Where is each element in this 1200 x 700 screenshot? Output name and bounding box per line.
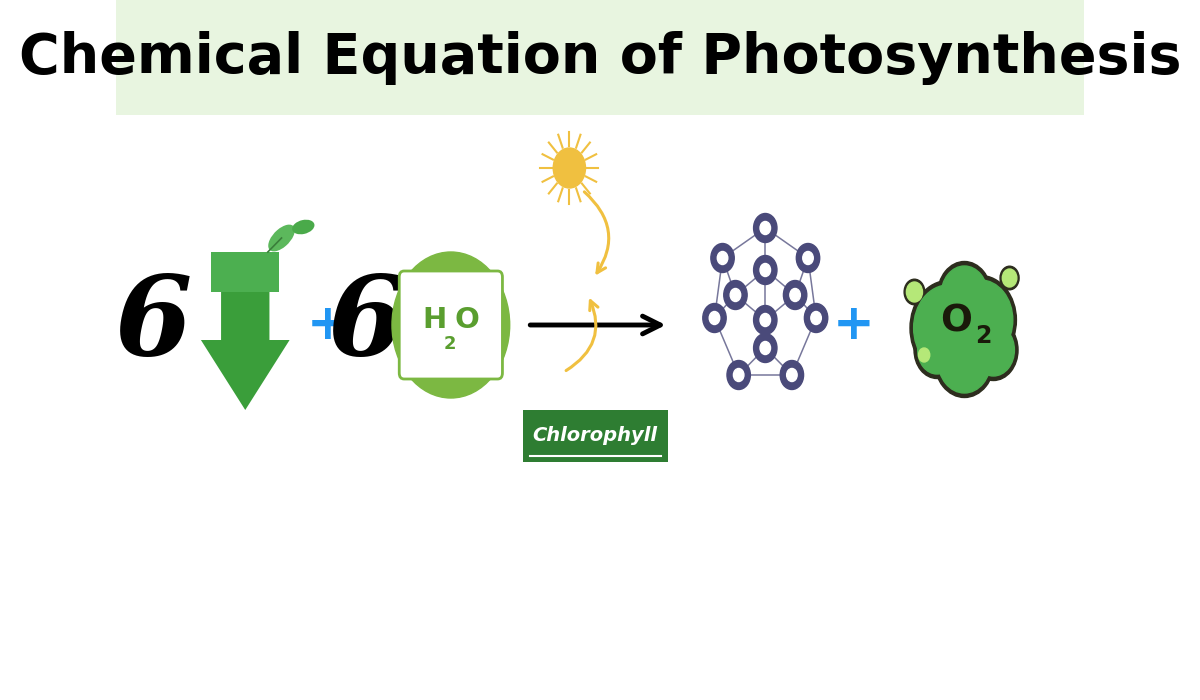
Circle shape: [784, 281, 806, 309]
Text: 2: 2: [254, 318, 265, 332]
Text: 2: 2: [444, 335, 456, 353]
Circle shape: [934, 323, 995, 398]
Text: Chlorophyll: Chlorophyll: [533, 426, 658, 445]
Circle shape: [780, 360, 804, 389]
Text: H: H: [422, 306, 446, 334]
Circle shape: [730, 288, 740, 302]
Circle shape: [553, 148, 586, 188]
Ellipse shape: [269, 225, 295, 251]
Circle shape: [972, 324, 1014, 376]
Circle shape: [948, 280, 1013, 360]
Circle shape: [760, 221, 770, 234]
Circle shape: [787, 368, 797, 382]
Text: +: +: [307, 301, 348, 349]
Circle shape: [392, 252, 510, 398]
Circle shape: [754, 256, 776, 284]
Circle shape: [727, 360, 750, 389]
Circle shape: [754, 214, 776, 242]
FancyBboxPatch shape: [116, 0, 1084, 115]
Circle shape: [703, 304, 726, 332]
Text: 6: 6: [114, 271, 191, 379]
Circle shape: [760, 342, 770, 354]
Circle shape: [811, 312, 821, 325]
Circle shape: [754, 305, 776, 335]
Circle shape: [938, 327, 991, 393]
Circle shape: [754, 333, 776, 363]
Circle shape: [803, 251, 814, 265]
Text: Chemical Equation of Photosynthesis: Chemical Equation of Photosynthesis: [19, 31, 1181, 85]
Circle shape: [918, 326, 956, 374]
Circle shape: [910, 281, 986, 375]
Circle shape: [760, 314, 770, 326]
Text: 2: 2: [976, 324, 992, 348]
Circle shape: [917, 345, 932, 365]
Circle shape: [904, 279, 925, 304]
Circle shape: [1002, 269, 1016, 287]
Circle shape: [724, 281, 748, 309]
Circle shape: [797, 244, 820, 272]
Circle shape: [804, 304, 828, 332]
Text: O: O: [455, 306, 480, 334]
Circle shape: [918, 348, 930, 362]
Text: CO: CO: [222, 305, 256, 325]
Circle shape: [941, 266, 988, 324]
Circle shape: [790, 288, 800, 302]
Circle shape: [718, 251, 728, 265]
Circle shape: [944, 276, 1016, 365]
Circle shape: [760, 263, 770, 276]
Text: O: O: [941, 304, 972, 340]
Circle shape: [913, 285, 983, 371]
Circle shape: [709, 312, 720, 325]
Circle shape: [906, 282, 923, 302]
Polygon shape: [200, 260, 289, 410]
Circle shape: [937, 262, 991, 328]
FancyBboxPatch shape: [523, 410, 667, 462]
Text: +: +: [833, 301, 875, 349]
Circle shape: [1000, 266, 1019, 290]
Ellipse shape: [292, 220, 314, 235]
Text: 6: 6: [328, 271, 404, 379]
FancyArrowPatch shape: [566, 301, 598, 370]
Circle shape: [710, 244, 734, 272]
FancyArrowPatch shape: [584, 192, 608, 273]
Circle shape: [914, 321, 960, 379]
FancyBboxPatch shape: [211, 252, 280, 292]
Circle shape: [968, 319, 1018, 381]
Circle shape: [733, 368, 744, 382]
FancyBboxPatch shape: [400, 271, 503, 379]
